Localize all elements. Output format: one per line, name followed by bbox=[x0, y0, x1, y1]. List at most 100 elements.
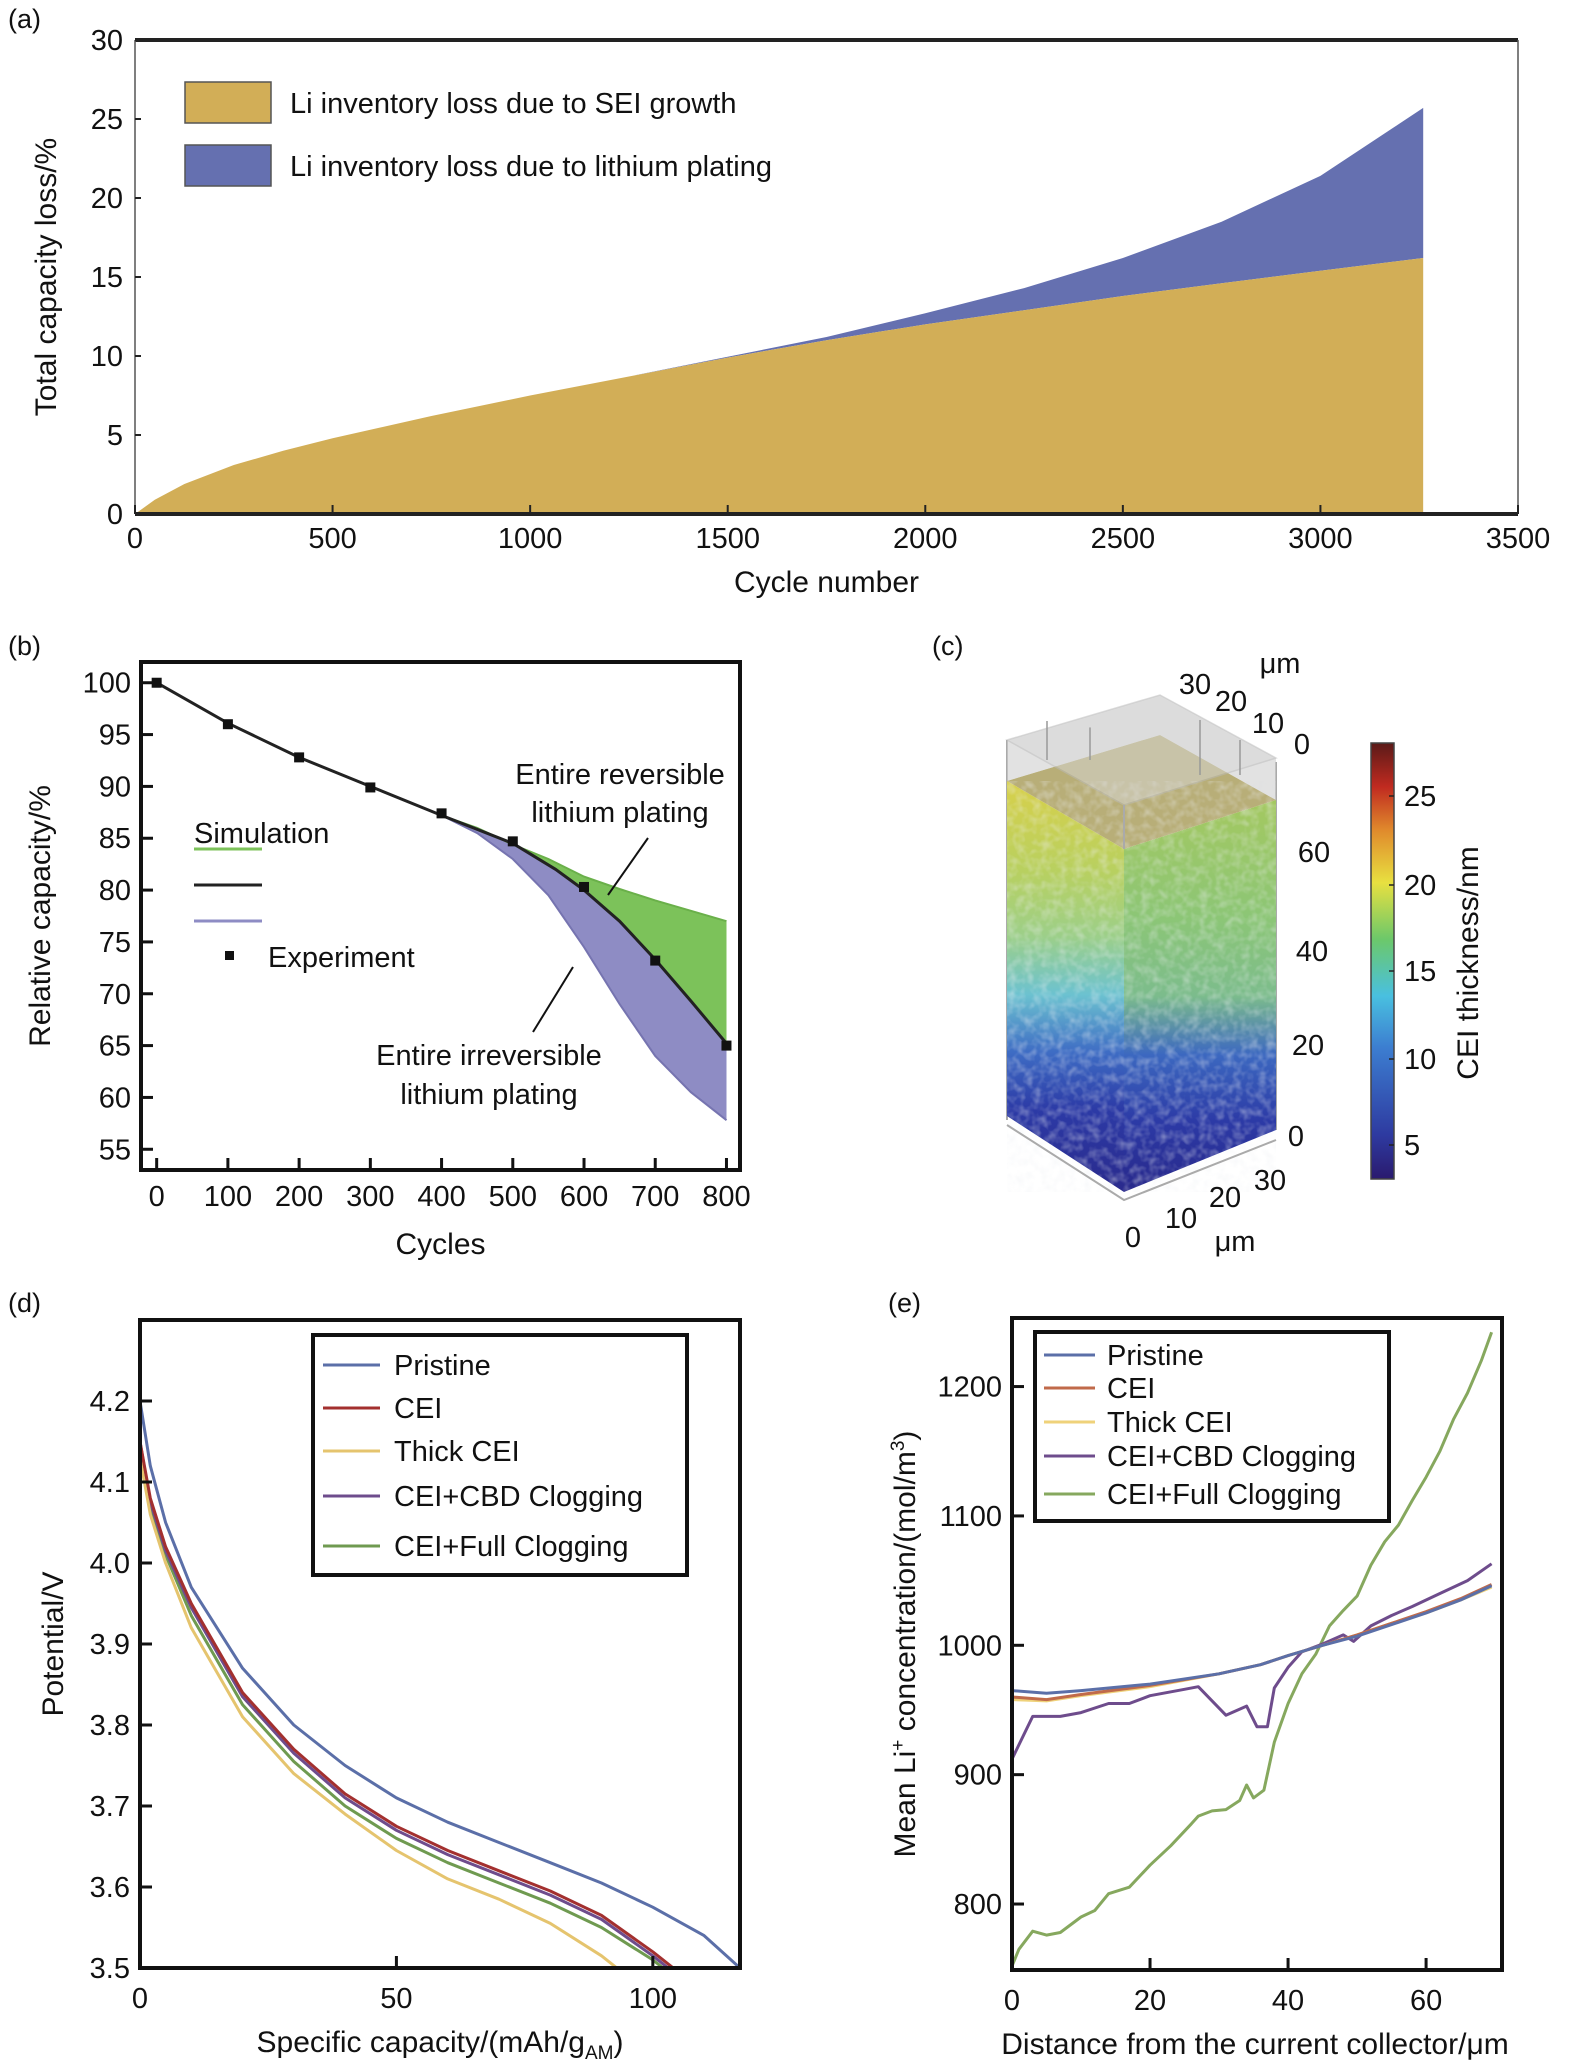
y-axis-label-part: Mean Li bbox=[889, 1751, 922, 1858]
legend-swatch bbox=[184, 81, 272, 124]
legend-label: Experiment bbox=[268, 942, 415, 974]
annotation-leader bbox=[607, 837, 649, 896]
panel-label: (c) bbox=[932, 631, 963, 661]
x-tick-label: 0 bbox=[1004, 1985, 1020, 2017]
y-tick-label: 1100 bbox=[940, 1501, 1002, 1533]
legend-experiment-marker bbox=[225, 951, 234, 960]
y-tick-label: 10 bbox=[91, 341, 123, 373]
legend-title: Simulation bbox=[194, 818, 329, 850]
legend-label: CEI+Full Clogging bbox=[1107, 1479, 1342, 1511]
x-tick-label: 60 bbox=[1410, 1985, 1442, 2017]
x-axis-label-subscript: AM bbox=[585, 2043, 614, 2064]
panel-e: (e) 0 20 40 60 800 900 1000 1100 1200 PristineCEIT… bbox=[888, 1288, 1509, 2061]
y-tick-label: 25 bbox=[91, 104, 123, 136]
y-tick-label: 900 bbox=[954, 1760, 1002, 1792]
y-tick-label: 1200 bbox=[937, 1372, 1002, 1404]
x-axis-label: Specific capacity/(mAh/gAM) bbox=[257, 2026, 624, 2064]
annotation-reversible-line1: Entire reversible bbox=[515, 759, 725, 791]
legend-label: CEI+CBD Clogging bbox=[1107, 1441, 1356, 1473]
legend-label: Li inventory loss due to SEI growth bbox=[290, 88, 737, 120]
experiment-point bbox=[721, 1040, 732, 1051]
legend-label: CEI bbox=[1107, 1373, 1155, 1405]
legend-swatch bbox=[184, 144, 272, 187]
bottom-axis-tick-label: 30 bbox=[1254, 1165, 1286, 1197]
series-line-thick-cei bbox=[140, 1457, 618, 1968]
top-axis-tick-label: 20 bbox=[1215, 686, 1247, 718]
annotation-reversible-line2: lithium plating bbox=[531, 797, 708, 829]
y-axis-label: Total capacity loss/% bbox=[30, 138, 63, 416]
x-tick-label: 500 bbox=[489, 1181, 537, 1213]
x-tick-label: 0 bbox=[149, 1181, 165, 1213]
series-line-cei bbox=[140, 1441, 675, 1968]
y-tick-label: 3.5 bbox=[90, 1953, 130, 1985]
x-tick-label: 500 bbox=[308, 523, 356, 555]
x-tick-label: 50 bbox=[380, 1983, 412, 2015]
y-tick-label: 4.1 bbox=[90, 1467, 130, 1499]
legend-label: CEI+CBD Clogging bbox=[394, 1481, 643, 1513]
y-tick-label: 55 bbox=[99, 1134, 131, 1166]
x-tick-label: 40 bbox=[1272, 1985, 1304, 2017]
legend-label: CEI+Full Clogging bbox=[394, 1531, 629, 1563]
series-line-cei-cbd-clogging bbox=[1012, 1562, 1493, 1760]
x-axis-label-end: ) bbox=[613, 2026, 623, 2059]
legend-box bbox=[311, 1333, 689, 1577]
colorbar-tick-label: 25 bbox=[1404, 781, 1436, 813]
series-line-pristine bbox=[140, 1400, 740, 1968]
legend-box bbox=[1033, 1330, 1391, 1523]
x-tick-label: 20 bbox=[1134, 1985, 1166, 2017]
y-tick-label: 60 bbox=[99, 1082, 131, 1114]
series-line-pristine bbox=[1012, 1584, 1493, 1695]
x-axis-label: Cycles bbox=[395, 1228, 485, 1261]
y-tick-label: 1000 bbox=[937, 1630, 1002, 1662]
simulation-line-mixed bbox=[155, 681, 728, 1045]
panel-label: (d) bbox=[8, 1288, 41, 1318]
area-irreversible-plating bbox=[441, 815, 727, 1121]
x-tick-label: 3000 bbox=[1288, 523, 1353, 555]
legend-label: Pristine bbox=[394, 1350, 491, 1382]
panel-label: (a) bbox=[8, 4, 41, 34]
experiment-point bbox=[650, 955, 661, 966]
y-tick-label: 85 bbox=[99, 823, 131, 855]
y-tick-label: 0 bbox=[107, 499, 123, 531]
x-tick-label: 100 bbox=[204, 1181, 252, 1213]
colorbar-tick-label: 5 bbox=[1404, 1130, 1420, 1162]
y-axis-label-superscript: + bbox=[888, 1740, 909, 1751]
y-axis-label: Potential/V bbox=[37, 1571, 70, 1716]
y-tick-label: 75 bbox=[99, 927, 131, 959]
y-axis-label: Mean Li+ concentration/(mol/m3) bbox=[888, 1431, 922, 1858]
y-tick-label: 90 bbox=[99, 771, 131, 803]
plot-lines bbox=[1012, 1331, 1494, 1967]
depth-tick-label: 20 bbox=[1292, 1030, 1324, 1062]
annotation-irreversible-line2: lithium plating bbox=[400, 1079, 577, 1111]
y-axis-label-superscript: 3 bbox=[888, 1441, 909, 1452]
panel-label: (b) bbox=[8, 631, 41, 661]
x-axis-label: Cycle number bbox=[734, 566, 919, 599]
separator-top bbox=[1005, 694, 1278, 806]
x-tick-label: 800 bbox=[702, 1181, 750, 1213]
particle-texture bbox=[1007, 781, 1276, 1192]
panel-b: (b) 0 100 200 300 400 500 600 700 800 55 60 65 70 75 80… bbox=[8, 631, 751, 1261]
colorbar-tick-label: 15 bbox=[1404, 956, 1436, 988]
depth-tick-label: 40 bbox=[1296, 936, 1328, 968]
x-tick-label: 3500 bbox=[1486, 523, 1551, 555]
y-tick-label: 3.6 bbox=[90, 1872, 130, 1904]
series-line-cei-cbd-clogging bbox=[140, 1441, 670, 1968]
colorbar-tick-label: 20 bbox=[1404, 870, 1436, 902]
y-axis-label-part: ) bbox=[889, 1431, 922, 1441]
y-tick-label: 3.9 bbox=[90, 1629, 130, 1661]
experiment-point bbox=[365, 782, 376, 793]
x-tick-label: 700 bbox=[631, 1181, 679, 1213]
bottom-axis-tick-label: 20 bbox=[1209, 1182, 1241, 1214]
legend-label: Li inventory loss due to lithium plating bbox=[290, 151, 772, 183]
y-tick-label: 800 bbox=[954, 1889, 1002, 1921]
y-tick-label: 3.7 bbox=[90, 1791, 130, 1823]
colorbar-label: CEI thickness/nm bbox=[1452, 846, 1485, 1079]
top-axis-tick-label: 0 bbox=[1294, 729, 1310, 761]
series-line-cei-full-clogging bbox=[1012, 1331, 1494, 1967]
bottom-axis-tick-label: 10 bbox=[1165, 1203, 1197, 1235]
panel-c: (c)02040600102030μm0102030μm510152025CEI… bbox=[932, 631, 1485, 1258]
x-tick-label: 400 bbox=[417, 1181, 465, 1213]
annotation-irreversible-line1: Entire irreversible bbox=[376, 1040, 602, 1072]
top-axis-tick-label: 10 bbox=[1252, 708, 1284, 740]
